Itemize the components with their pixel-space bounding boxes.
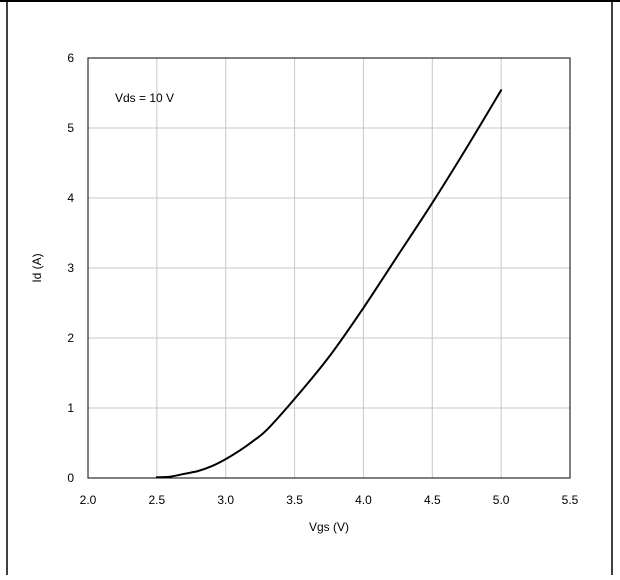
x-tick-labels: 2.0 2.5 3.0 3.5 4.0 4.5 5.0 5.5: [80, 493, 579, 507]
y-tick-label: 1: [67, 401, 74, 415]
x-tick-label: 3.0: [217, 493, 234, 507]
y-tick-label: 4: [67, 191, 74, 205]
id-vgs-curve: [155, 89, 503, 479]
x-tick-label: 2.0: [80, 493, 97, 507]
x-tick-label: 2.5: [149, 493, 166, 507]
x-axis-title: Vgs (V): [309, 520, 349, 534]
y-tick-label: 3: [67, 261, 74, 275]
series: [155, 89, 503, 479]
y-tick-labels: 0 1 2 3 4 5 6: [67, 51, 74, 485]
plot-area: [87, 57, 571, 479]
y-tick-label: 2: [67, 331, 74, 345]
y-axis-title: Id (A): [30, 253, 44, 282]
y-tick-label: 0: [67, 471, 74, 485]
x-tick-label: 3.5: [286, 493, 303, 507]
x-tick-label: 4.0: [355, 493, 372, 507]
y-tick-label: 6: [67, 51, 74, 65]
x-tick-label: 5.0: [493, 493, 510, 507]
x-tick-label: 4.5: [424, 493, 441, 507]
vds-annotation: Vds = 10 V: [115, 91, 174, 105]
x-tick-label: 5.5: [562, 493, 579, 507]
grid: [87, 57, 571, 479]
y-tick-label: 5: [67, 121, 74, 135]
